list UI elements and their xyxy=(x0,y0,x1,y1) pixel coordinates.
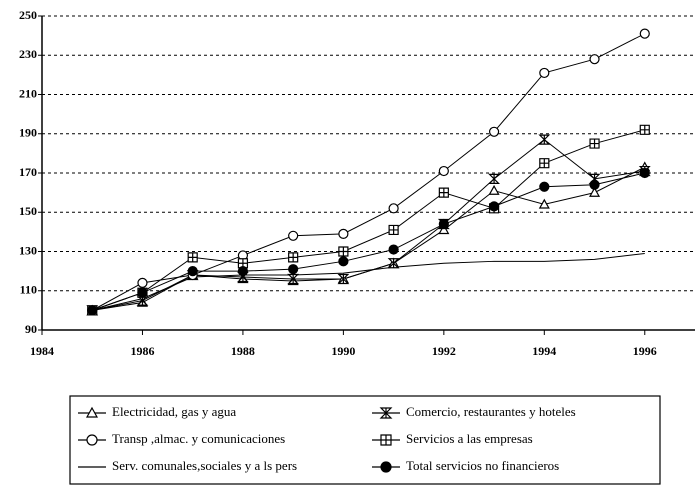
marker xyxy=(589,179,600,190)
series-line xyxy=(92,129,645,311)
marker xyxy=(488,184,500,195)
y-tick-label: 230 xyxy=(19,47,37,61)
legend-label: Serv. comunales,sociales y a ls pers xyxy=(112,458,297,473)
marker xyxy=(488,173,501,184)
marker xyxy=(288,230,299,241)
series-line xyxy=(91,33,645,311)
series-line xyxy=(92,166,645,311)
marker xyxy=(539,67,550,79)
marker xyxy=(589,54,600,65)
marker xyxy=(337,273,350,285)
x-tick-label: 1994 xyxy=(532,344,556,358)
marker xyxy=(639,124,650,135)
marker xyxy=(338,228,349,239)
series-line xyxy=(92,252,645,311)
marker xyxy=(539,158,550,169)
legend-box xyxy=(69,395,661,485)
marker xyxy=(87,305,98,316)
series-line xyxy=(92,172,645,311)
marker xyxy=(438,218,449,230)
y-tick-label: 170 xyxy=(19,165,37,179)
marker xyxy=(288,264,299,275)
series-line xyxy=(92,139,645,311)
y-tick-label: 130 xyxy=(19,243,37,257)
marker xyxy=(338,256,349,267)
x-tick-label: 1990 xyxy=(331,344,355,358)
x-tick-label: 1992 xyxy=(432,344,456,358)
marker xyxy=(388,224,399,236)
legend-marker xyxy=(380,461,392,473)
x-tick-label: 1988 xyxy=(231,344,255,358)
marker xyxy=(538,134,551,145)
marker xyxy=(538,198,550,209)
marker xyxy=(187,266,198,277)
marker xyxy=(237,266,249,277)
marker xyxy=(488,126,500,137)
legend-marker xyxy=(380,434,392,446)
marker xyxy=(539,181,550,192)
legend-marker xyxy=(379,407,393,419)
x-tick-label: 1996 xyxy=(633,344,657,358)
marker xyxy=(488,201,500,212)
legend-label: Total servicios no financieros xyxy=(406,458,559,473)
legend-label: Servicios a las empresas xyxy=(406,431,533,446)
marker xyxy=(288,252,299,263)
marker xyxy=(287,273,300,285)
marker xyxy=(137,277,148,288)
legend-marker xyxy=(86,434,98,446)
legend-label: Electricidad, gas y agua xyxy=(112,404,236,419)
marker xyxy=(438,187,449,198)
y-tick-label: 90 xyxy=(25,322,37,336)
marker xyxy=(589,186,601,197)
legend-label: Comercio, restaurantes y hoteles xyxy=(406,404,576,419)
marker xyxy=(388,244,399,255)
x-tick-label: 1984 xyxy=(30,344,54,358)
marker xyxy=(237,258,249,269)
marker xyxy=(388,203,399,214)
y-tick-label: 210 xyxy=(19,86,37,100)
marker xyxy=(187,252,198,263)
marker xyxy=(639,167,650,179)
marker xyxy=(137,287,148,298)
y-tick-label: 150 xyxy=(19,204,37,218)
marker xyxy=(639,28,650,39)
y-tick-label: 250 xyxy=(19,8,37,22)
marker xyxy=(589,138,600,149)
y-tick-label: 190 xyxy=(19,126,37,140)
legend-marker xyxy=(85,406,99,418)
legend-label: Transp ,almac. y comunicaciones xyxy=(112,431,285,446)
marker xyxy=(387,258,400,269)
marker xyxy=(438,165,449,177)
marker xyxy=(338,246,349,257)
x-tick-label: 1986 xyxy=(130,344,154,358)
marker xyxy=(438,224,450,235)
y-tick-label: 110 xyxy=(20,283,37,297)
